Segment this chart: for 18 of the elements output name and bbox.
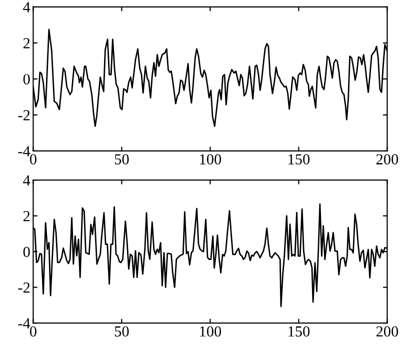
- y-tick-label: 0: [23, 246, 30, 258]
- y-tick-label: -2: [18, 110, 30, 120]
- y-tick-label: 4: [23, 2, 30, 12]
- y-tick-label: -4: [18, 318, 30, 328]
- y-tick-label: -2: [18, 282, 30, 293]
- x-tick-label: 150: [288, 326, 310, 337]
- y-tick-label: 2: [23, 38, 30, 48]
- x-tick-label: 200: [376, 154, 398, 164]
- x-tick-label: 50: [114, 326, 129, 337]
- y-tick-label: 2: [23, 211, 30, 222]
- y-tick-label: 0: [23, 74, 30, 84]
- x-tick-label: 100: [200, 154, 222, 164]
- x-tick-label: 150: [288, 154, 310, 164]
- y-tick-label: -4: [18, 146, 30, 156]
- x-tick-label: 50: [114, 154, 129, 164]
- x-tick-label: 100: [200, 326, 222, 337]
- x-tick-label: 200: [376, 326, 398, 337]
- y-tick-label: 4: [23, 175, 30, 186]
